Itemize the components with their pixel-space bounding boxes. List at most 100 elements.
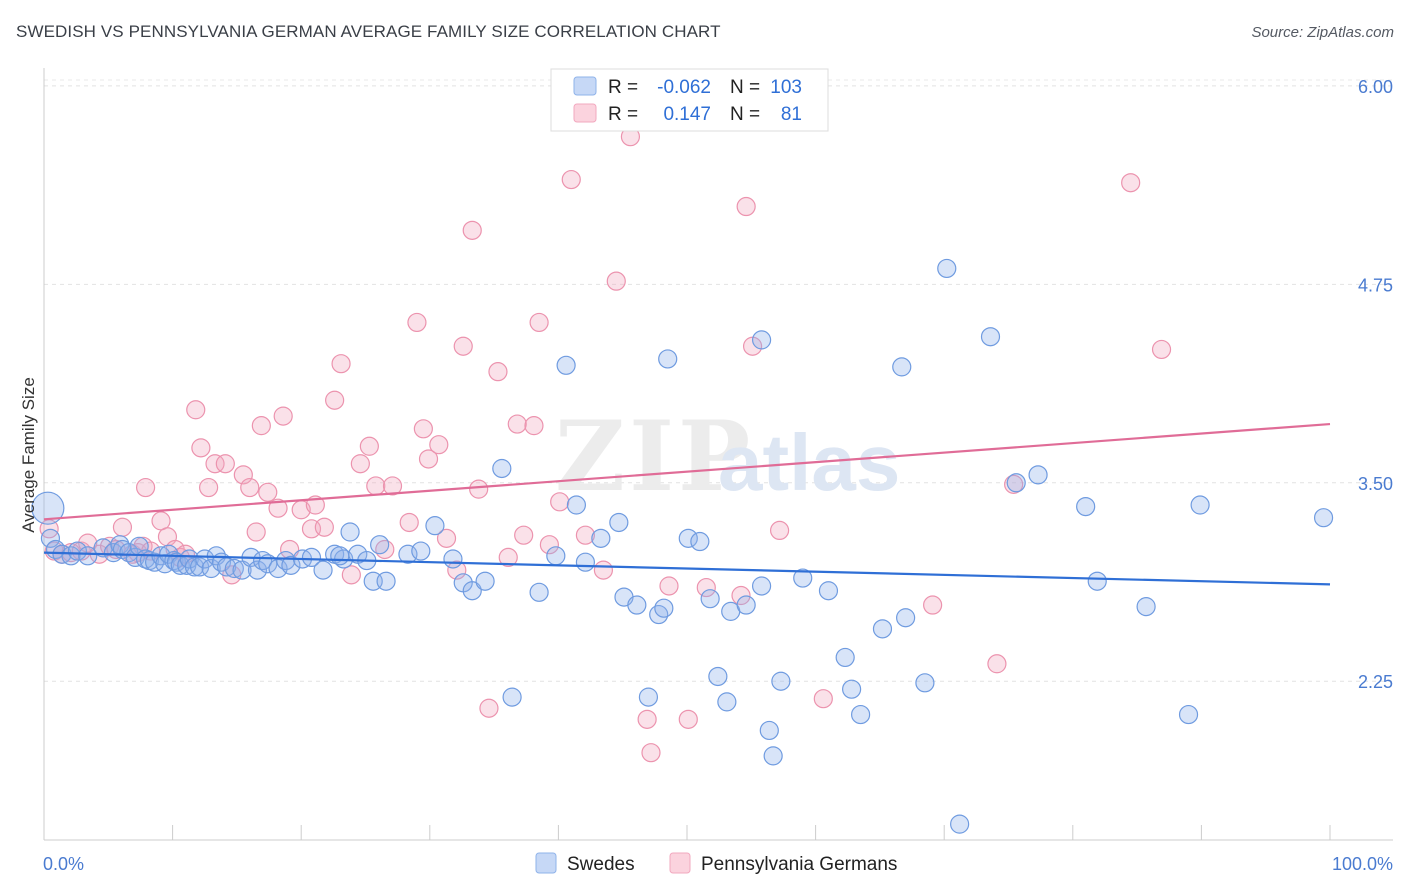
swedes-point-83: [751, 576, 772, 596]
swedes-point-59: [475, 571, 495, 591]
penn-point-80: [923, 595, 943, 615]
legend-n-label-penn: N =: [730, 104, 760, 125]
swedes-point-106: [1313, 508, 1334, 528]
chart-source: Source: ZipAtlas.com: [1251, 24, 1394, 41]
penn-point-43: [366, 476, 386, 496]
legend-r-penn: 0.147: [663, 104, 711, 125]
penn-point-37: [314, 517, 334, 537]
swedes-point-78: [708, 666, 728, 687]
legend-r-label-penn: R =: [608, 104, 638, 125]
penn-point-45: [382, 476, 403, 496]
penn-point-59: [507, 414, 527, 434]
swedes-point-94: [896, 608, 916, 628]
swedes-point-71: [638, 687, 659, 707]
penn-point-46: [399, 512, 419, 533]
swedes-point-64: [556, 355, 576, 375]
swedes-point-68: [609, 512, 629, 533]
penn-point-27: [240, 477, 260, 498]
legend-box: [550, 68, 829, 132]
swedes-point-63: [546, 546, 566, 566]
penn-point-38: [325, 390, 345, 410]
penn-point-76: [736, 196, 756, 217]
swedes-point-55: [425, 516, 445, 536]
swedes-point-84: [759, 720, 779, 741]
y-axis-title: Average Family Size: [19, 377, 38, 533]
penn-point-22: [199, 477, 219, 498]
penn-point-9: [112, 517, 133, 537]
swedes-point-19: [159, 544, 179, 564]
swedes-point-42: [301, 547, 322, 568]
swedes-point-27: [195, 549, 215, 569]
swedes-point-86: [771, 671, 791, 691]
penn-point-21: [191, 438, 211, 458]
penn-point-24: [215, 454, 235, 474]
swedes-point-35: [247, 560, 268, 580]
penn-point-67: [593, 560, 614, 580]
penn-point-74: [696, 577, 716, 598]
swedes-point-81: [736, 595, 756, 615]
swedes-point-65: [566, 495, 587, 515]
penn-point-51: [436, 528, 457, 548]
penn-point-58: [498, 547, 518, 568]
legend-r-swedes: -0.062: [657, 77, 711, 98]
penn-point-13: [135, 477, 156, 498]
swedes-point-51: [370, 535, 390, 555]
swedes-point-96: [937, 258, 957, 279]
swedes-point-52: [376, 571, 396, 591]
y-tick-label-2: 4.75: [1358, 275, 1393, 295]
swedes-point-95: [915, 673, 935, 693]
penn-point-53: [453, 336, 473, 356]
legend-n-label-swedes: N =: [730, 77, 760, 98]
legend-n-penn: 81: [781, 104, 802, 125]
penn-point-29: [251, 416, 271, 436]
penn-point-41: [350, 454, 370, 474]
swedes-point-60: [492, 458, 512, 479]
legend-n-swedes: 103: [770, 77, 802, 98]
chart-title: SWEDISH VS PENNSYLVANIA GERMAN AVERAGE F…: [16, 22, 721, 41]
swedes-point-75: [678, 528, 698, 548]
penn-point-48: [413, 419, 433, 439]
swedes-point-73: [654, 598, 674, 618]
swedes-point-47: [330, 546, 350, 566]
trend-lines: [43, 422, 1331, 586]
y-tick-label-3: 6.00: [1358, 77, 1393, 97]
swedes-point-12: [125, 547, 145, 568]
swedes-points: [31, 258, 1334, 834]
swedes-point-67: [591, 528, 611, 548]
penn-point-57: [488, 362, 508, 382]
swedes-point-99: [1006, 473, 1026, 493]
penn-point-63: [539, 535, 559, 555]
grid-lines: [44, 79, 1393, 682]
penn-point-28: [246, 522, 266, 542]
watermark: ZIP atlas: [555, 400, 900, 513]
y-tick-labels: 2.25 3.50 4.75 6.00: [1358, 77, 1393, 692]
penn-point-71: [641, 743, 661, 763]
swedes-point-93: [892, 357, 912, 377]
y-tick-label-1: 3.50: [1358, 474, 1393, 494]
axes: [43, 68, 1393, 841]
swedes-point-77: [700, 589, 720, 609]
swedes-point-25: [184, 557, 205, 577]
swedes-point-91: [851, 704, 871, 725]
swedes-point-32: [224, 558, 244, 579]
swedes-point-98: [980, 327, 1001, 347]
swedes-point-61: [502, 687, 522, 707]
swedes-point-100: [1028, 465, 1048, 485]
swedes-point-79: [717, 692, 737, 712]
swedes-point-56: [443, 549, 463, 569]
swedes-point-90: [842, 679, 862, 699]
swedes-point-85: [763, 746, 783, 766]
penn-point-79: [813, 689, 833, 709]
penn-point-32: [273, 406, 293, 426]
penn-point-55: [469, 479, 489, 499]
swedes-point-87: [793, 568, 813, 588]
swedes-point-89: [835, 647, 855, 668]
swedes-point-74: [658, 349, 678, 369]
swedes-point-5: [67, 541, 88, 561]
swedes-point-72: [649, 604, 669, 625]
legend-swatch-swedes: [573, 76, 597, 96]
penn-point-75: [731, 585, 751, 606]
penn-point-81: [987, 654, 1007, 674]
penn-point-64: [550, 492, 570, 512]
penn-point-42: [359, 436, 379, 456]
